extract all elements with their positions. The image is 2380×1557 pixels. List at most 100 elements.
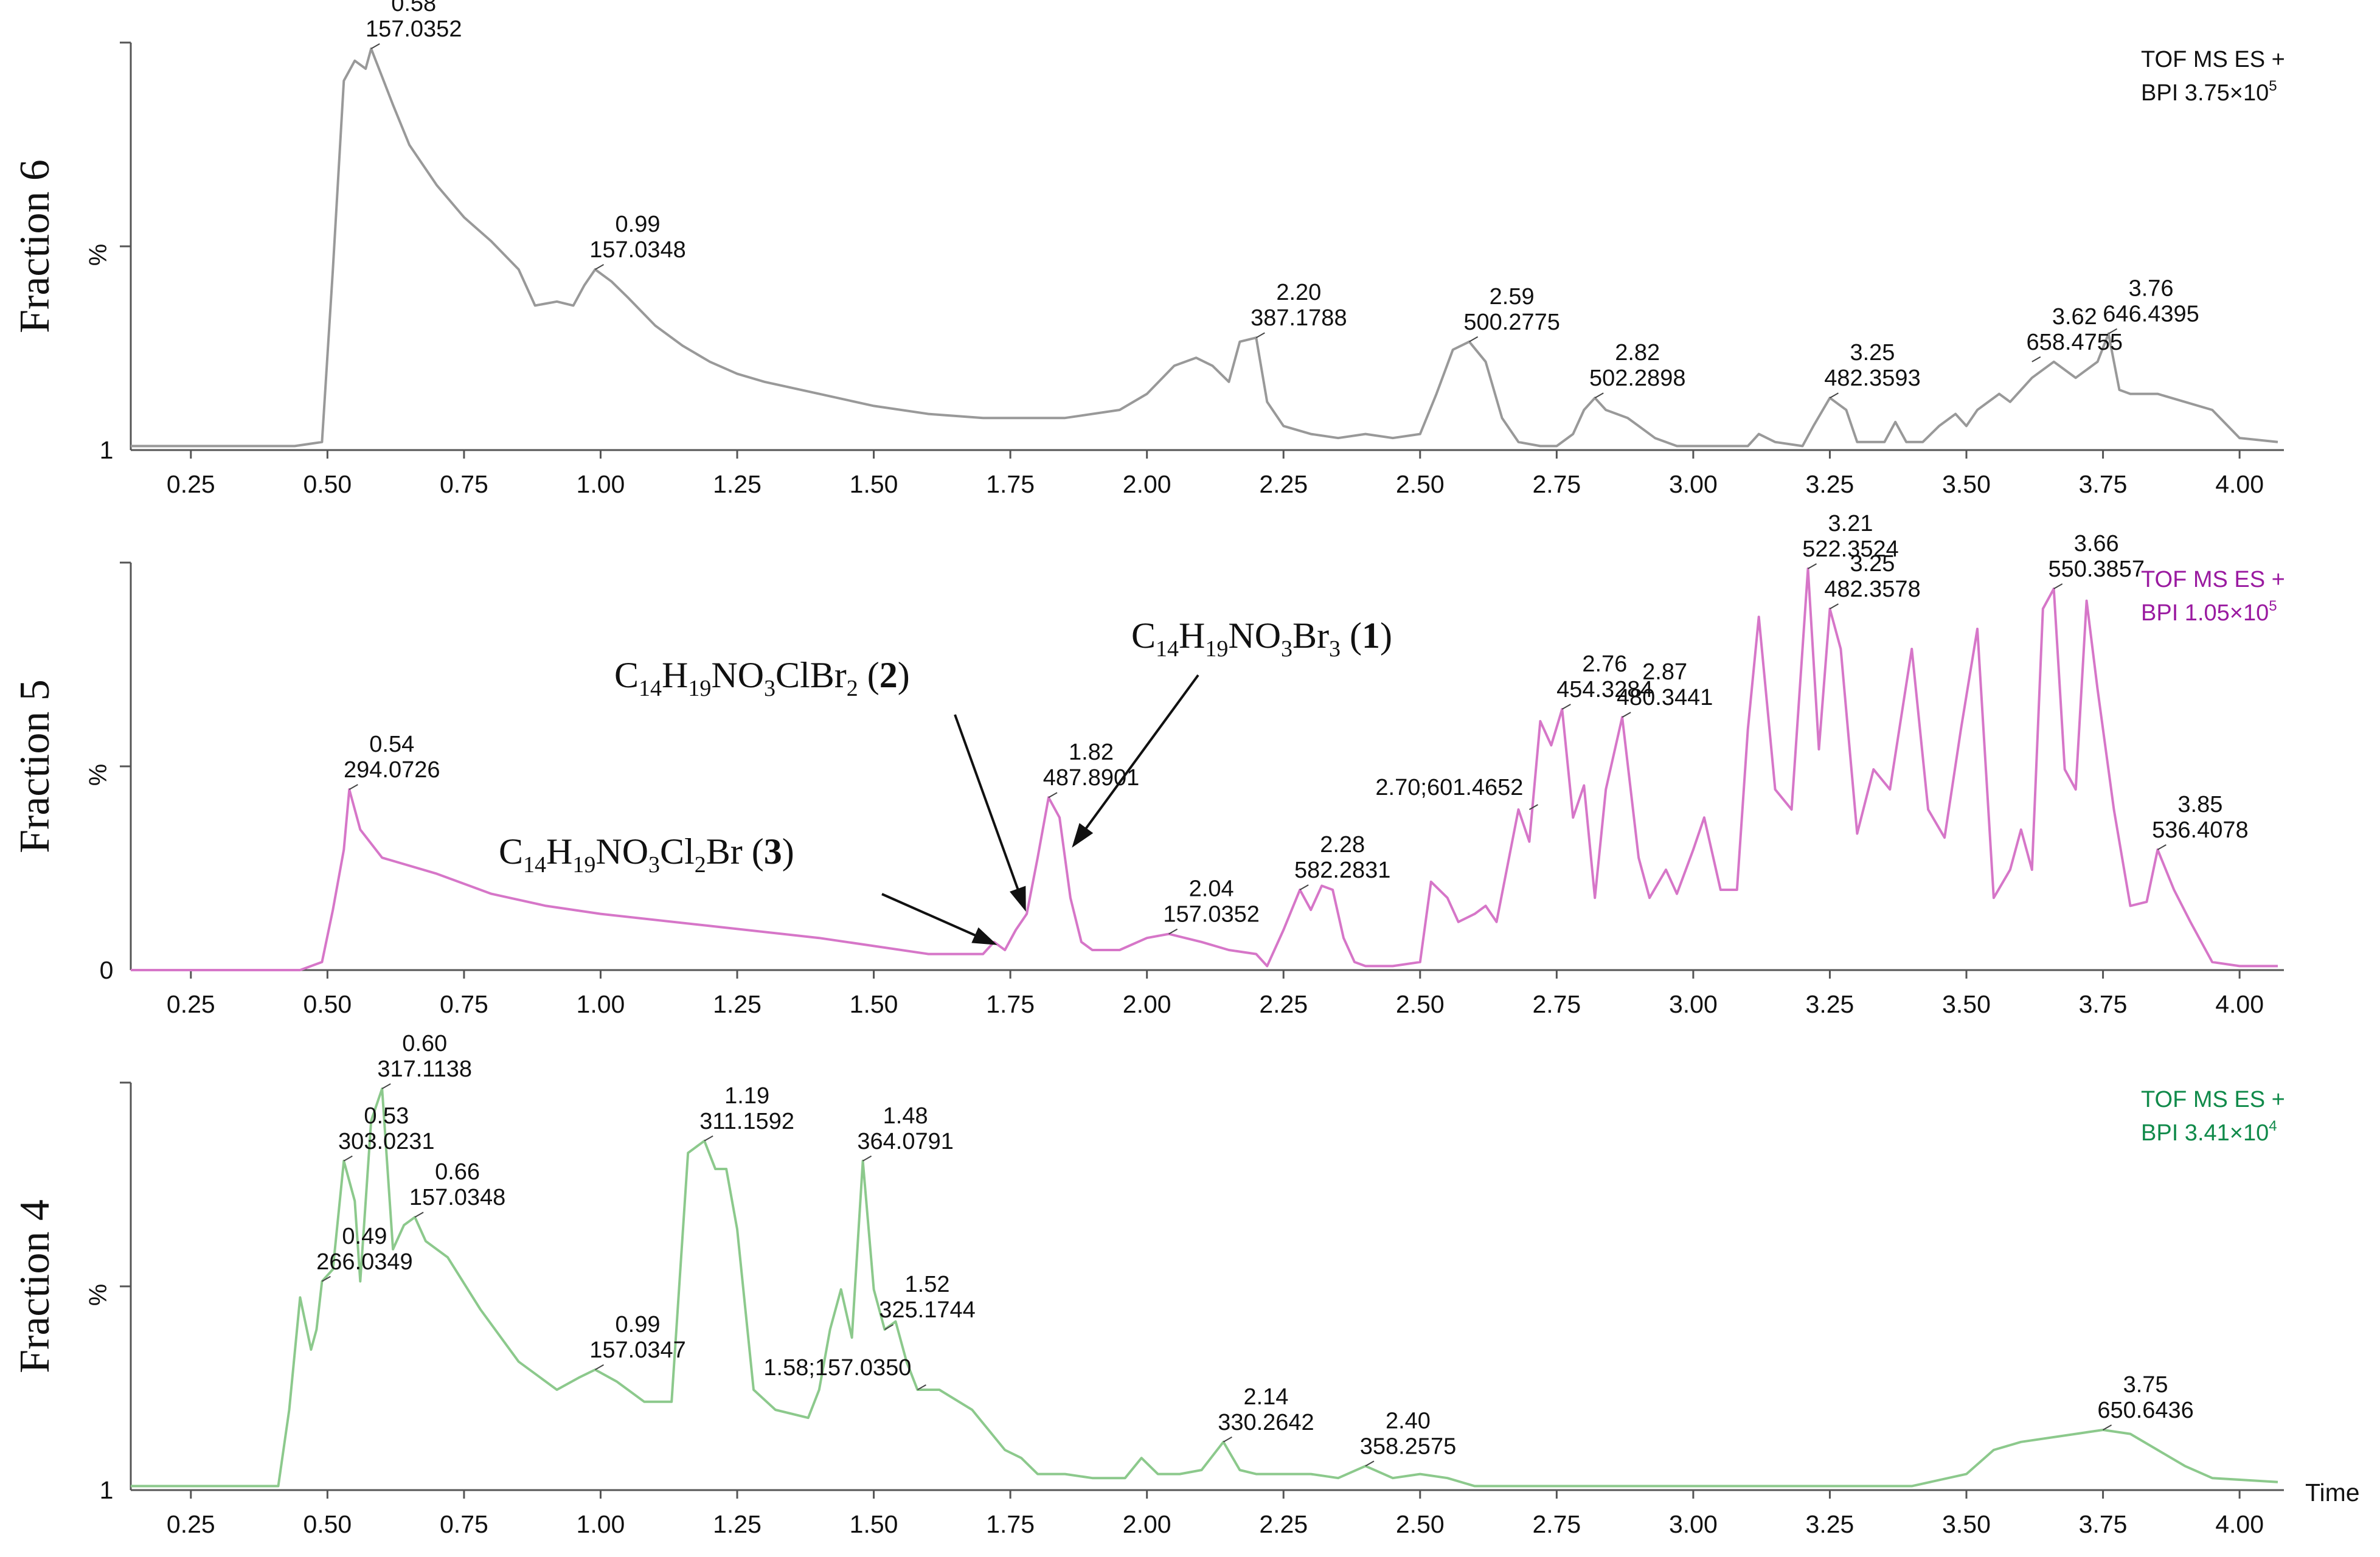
peak-leader — [343, 1155, 353, 1162]
chromatogram-trace — [131, 47, 2278, 448]
formula-part: NO — [1228, 616, 1281, 656]
formula-part: Cl — [660, 831, 695, 872]
peak-rt: 3.21 — [1828, 511, 1873, 536]
y-axis-percent-label: % — [84, 244, 112, 266]
annotation-arrow-head — [1009, 886, 1026, 912]
peak-rt: 2.82 — [1615, 340, 1660, 366]
peak-mz: 522.3524 — [1802, 536, 1899, 562]
x-tick-label: 0.25 — [167, 470, 215, 498]
peak-mz: 500.2775 — [1463, 310, 1560, 335]
y-axis-bottom-label: 1 — [100, 436, 114, 464]
peak-label: 2.70;601.4652 — [1375, 775, 1538, 810]
x-tick-label: 3.50 — [1942, 1510, 1991, 1538]
compound-number-open: ( — [858, 655, 879, 695]
panel-fraction-5: Fraction 5 % 0 TOF MS ES + BPI 1.05×105 … — [12, 511, 2285, 1018]
x-tick-label: 0.25 — [167, 990, 215, 1018]
peak-mz: 646.4395 — [2103, 302, 2199, 327]
x-tick-label: 2.00 — [1123, 470, 1171, 498]
x-tick-label: 3.00 — [1669, 1510, 1718, 1538]
compound-number: 1 — [1362, 616, 1380, 656]
peak-mz: 266.0349 — [316, 1249, 413, 1275]
peak-rt: 2.20 — [1276, 280, 1321, 305]
x-tick-label: 0.50 — [303, 470, 352, 498]
formula-part: Br — [1292, 616, 1329, 656]
peak-leader — [594, 1364, 604, 1370]
x-tick-label: 0.25 — [167, 1510, 215, 1538]
peak-mz: 157.0348 — [589, 237, 686, 263]
x-tick-label: 0.50 — [303, 990, 352, 1018]
peak-leader — [704, 1135, 713, 1142]
x-tick-label: 1.00 — [577, 990, 625, 1018]
x-tick-label: 1.75 — [986, 990, 1035, 1018]
peak-leader — [917, 1384, 926, 1390]
peak-mz: 157.0348 — [409, 1185, 506, 1210]
peak-leader — [1829, 603, 1839, 609]
formula-part: NO — [711, 655, 764, 695]
x-tick-label: 2.25 — [1259, 990, 1308, 1018]
compound-number: 3 — [764, 831, 782, 872]
formula-part: C — [499, 831, 523, 872]
annotation-arrow-head — [971, 927, 997, 945]
peak-mz: 294.0726 — [344, 757, 440, 783]
peak-rt: 0.66 — [435, 1159, 480, 1185]
peak-mz: 502.2898 — [1589, 366, 1686, 391]
peak-mz: 364.0791 — [857, 1129, 954, 1154]
x-tick-label: 2.25 — [1259, 470, 1308, 498]
peak-rt: 3.85 — [2177, 792, 2222, 817]
formula-part: Br — [706, 831, 743, 872]
instrument-line-1: TOF MS ES + — [2141, 1087, 2285, 1112]
formula-subscript: 2 — [695, 852, 706, 878]
formula-subscript: 14 — [523, 852, 546, 878]
x-tick-label: 1.25 — [713, 990, 762, 1018]
compound-number-close: ) — [782, 831, 794, 872]
x-tick-label: 3.00 — [1669, 990, 1718, 1018]
peak-mz: 650.6436 — [2097, 1398, 2194, 1423]
y-axis-percent-label: % — [84, 764, 112, 786]
peak-leader — [1048, 792, 1058, 799]
peak-leader — [1829, 392, 1839, 399]
formula-subscript: 19 — [688, 676, 711, 701]
peak-rt: 3.66 — [2074, 531, 2119, 557]
formula-subscript: 19 — [1205, 636, 1228, 662]
x-tick-label: 2.25 — [1259, 1510, 1308, 1538]
peak-leader — [2031, 356, 2041, 362]
peak-leader — [1299, 884, 1309, 890]
peak-rt: 2.04 — [1189, 876, 1234, 902]
x-tick-label: 0.75 — [440, 1510, 488, 1538]
formula-subscript: 3 — [764, 676, 775, 701]
annotation-arrow-shaft — [881, 893, 981, 939]
panel-fraction-6: Fraction 6 % 1 TOF MS ES + BPI 3.75×105 … — [12, 0, 2285, 498]
annotation-arrow-shaft — [954, 714, 1021, 895]
peak-mz: 482.3593 — [1824, 366, 1921, 391]
peak-mz: 480.3441 — [1617, 685, 1713, 710]
peak-leader — [1528, 804, 1538, 810]
peak-mz: 317.1138 — [377, 1056, 472, 1082]
peak-mz: 487.8901 — [1043, 765, 1140, 791]
peak-mz: 311.1592 — [699, 1109, 794, 1134]
x-tick-label: 3.50 — [1942, 990, 1991, 1018]
x-tick-label: 4.00 — [2215, 1510, 2264, 1538]
peak-mz: 325.1744 — [879, 1297, 976, 1323]
peak-leader — [349, 784, 358, 790]
formula-part: C — [614, 655, 639, 695]
x-tick-label: 3.75 — [2079, 990, 2128, 1018]
x-tick-label: 2.75 — [1532, 990, 1581, 1018]
x-tick-label: 3.75 — [2079, 470, 2128, 498]
x-tick-label: 1.25 — [713, 470, 762, 498]
